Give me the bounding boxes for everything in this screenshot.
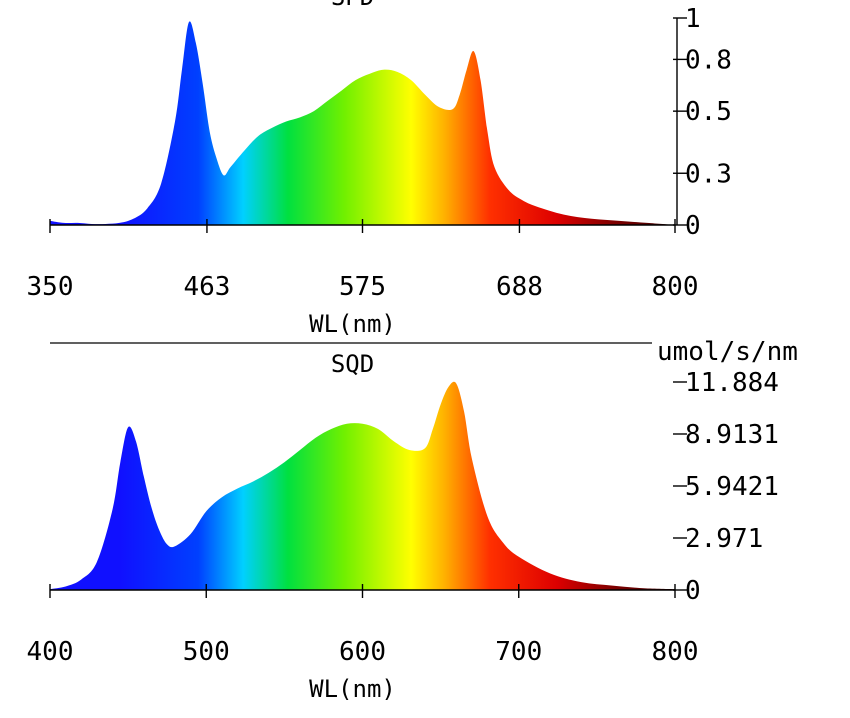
y-tick-label: 5.9421: [685, 472, 779, 502]
spectrum-area: [50, 381, 675, 590]
y-tick-label: 0.3: [685, 159, 732, 189]
x-tick-label: 800: [652, 272, 699, 302]
x-tick-label: 463: [183, 272, 230, 302]
x-axis-label: WL(nm): [309, 675, 396, 703]
chart-title: SPD: [331, 0, 374, 11]
y-tick-label: 2.971: [685, 524, 763, 554]
sqd-chart: 400 500 600 700 800 11.884 8.9131 5.9421 2.971 0 W…: [27, 337, 798, 703]
y-tick-label: 0.5: [685, 97, 732, 127]
y-tick-label: 11.884: [685, 368, 779, 398]
y-tick-label: 0: [685, 211, 701, 241]
x-tick-label: 800: [652, 637, 699, 667]
y-tick-label: 0.8: [685, 45, 732, 75]
x-tick-label: 500: [183, 637, 230, 667]
x-tick-label: 700: [495, 637, 542, 667]
x-tick-label: 575: [339, 272, 386, 302]
x-axis-label: WL(nm): [309, 310, 396, 338]
spd-chart: 350 463 575 688 800 1 0.8 0.5 0.3 0 WL(nm) SPD: [27, 0, 732, 338]
y-tick-label: 0: [685, 576, 701, 606]
x-tick-label: 350: [27, 272, 74, 302]
spectrum-area: [50, 21, 675, 225]
y-tick-label: 8.9131: [685, 420, 779, 450]
x-tick-label: 400: [27, 637, 74, 667]
x-tick-label: 688: [496, 272, 543, 302]
x-tick-label: 600: [339, 637, 386, 667]
y-axis-unit-label: umol/s/nm: [657, 337, 798, 367]
chart-title: SQD: [331, 350, 374, 378]
y-tick-label: 1: [685, 4, 701, 34]
